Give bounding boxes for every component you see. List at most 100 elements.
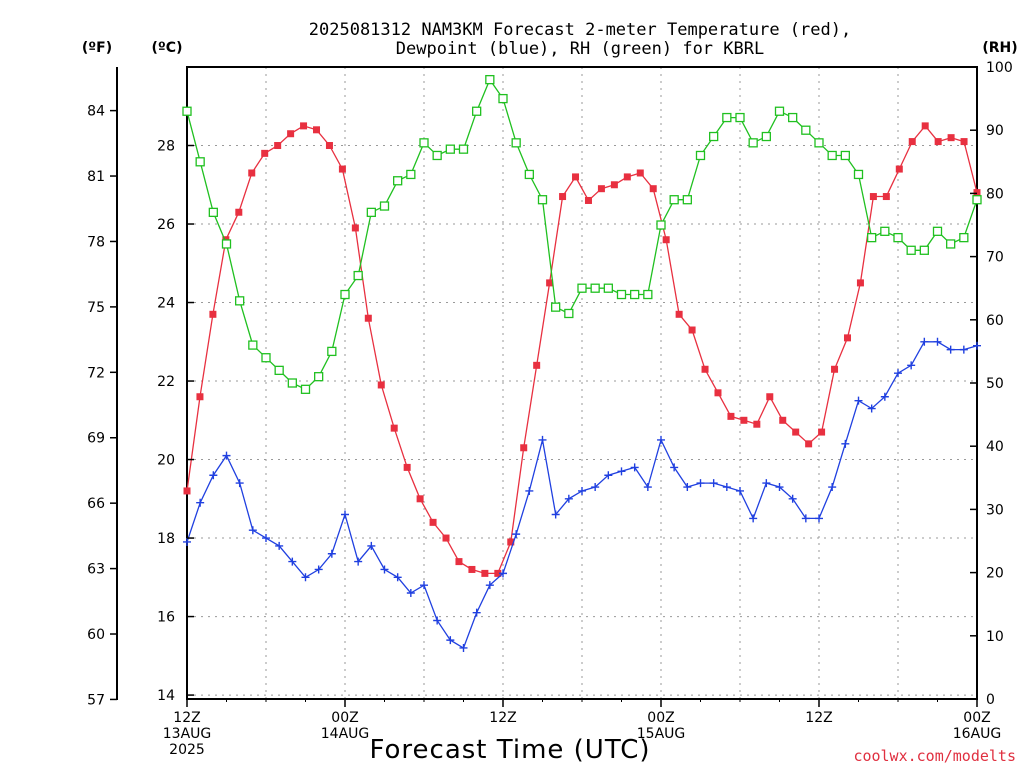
temperature-data-point bbox=[546, 279, 554, 287]
dewpoint-data-point bbox=[696, 479, 705, 488]
rh-data-point bbox=[511, 138, 521, 148]
dewpoint-data-point bbox=[801, 514, 810, 523]
temperature-data-point bbox=[869, 193, 877, 201]
rh-data-point bbox=[827, 150, 837, 161]
rh-data-point bbox=[498, 93, 508, 104]
dewpoint-data-point bbox=[551, 510, 560, 519]
temperature-data-point bbox=[805, 440, 813, 448]
temperature-data-point bbox=[584, 196, 592, 204]
x-tick-label: 12Z bbox=[489, 710, 516, 726]
rh-data-point bbox=[182, 106, 192, 116]
rh-data-point bbox=[366, 207, 376, 218]
dewpoint-data-point bbox=[670, 463, 679, 472]
dewpoint-data-point bbox=[946, 345, 955, 354]
x-tick-label: 2025 bbox=[169, 742, 205, 758]
temperature-data-point bbox=[364, 314, 372, 322]
temperature-data-point bbox=[507, 538, 515, 546]
dewpoint-data-point bbox=[933, 337, 942, 346]
rh-data-point bbox=[590, 283, 600, 293]
rh-data-point bbox=[630, 289, 640, 300]
dewpoint-data-point bbox=[749, 514, 758, 523]
temperature-data-point bbox=[261, 149, 269, 157]
rh-data-point bbox=[774, 106, 785, 116]
dewpoint-data-point bbox=[248, 526, 257, 535]
celsius-unit-label: (ºC) bbox=[152, 40, 183, 56]
rh-data-point bbox=[788, 112, 798, 123]
dewpoint-data-point bbox=[683, 483, 692, 492]
rh-tick-label: 40 bbox=[986, 439, 1004, 455]
temperature-data-point bbox=[779, 416, 787, 424]
rh-data-point bbox=[564, 308, 574, 319]
dewpoint-data-point bbox=[630, 463, 639, 472]
dewpoint-data-point bbox=[314, 565, 323, 574]
dewpoint-data-point bbox=[367, 541, 376, 550]
rh-data-point bbox=[261, 353, 271, 363]
temperature-data-point bbox=[934, 138, 942, 146]
rh-data-point bbox=[801, 125, 811, 135]
temperature-data-point bbox=[248, 169, 256, 177]
temperature-data-point bbox=[753, 420, 761, 428]
rh-data-point bbox=[656, 220, 666, 230]
temperature-data-point bbox=[740, 416, 748, 424]
temperature-data-point bbox=[468, 565, 476, 573]
x-tick-label: 12Z bbox=[173, 710, 200, 726]
rh-data-point bbox=[406, 169, 416, 180]
temperature-data-point bbox=[908, 138, 916, 146]
grid-layer bbox=[187, 67, 977, 699]
dewpoint-data-point bbox=[406, 589, 415, 598]
f-tick-label: 72 bbox=[87, 365, 105, 381]
rh-data-point bbox=[287, 378, 297, 388]
rh-data-point bbox=[919, 245, 929, 255]
rh-data-point bbox=[379, 201, 390, 211]
rh-tick-label: 10 bbox=[986, 629, 1004, 645]
rh-data-point bbox=[946, 239, 956, 249]
temperature-data-point bbox=[300, 122, 308, 130]
rh-data-point bbox=[722, 112, 732, 123]
temperature-data-point bbox=[921, 122, 929, 130]
dewpoint-data-point bbox=[433, 616, 442, 625]
rh-data-point bbox=[932, 226, 943, 236]
credit-text: coolwx.com/modelts bbox=[853, 747, 1016, 765]
temperature-data-point bbox=[675, 310, 683, 318]
temperature-data-point bbox=[287, 130, 295, 138]
rh-tick-label: 60 bbox=[986, 313, 1004, 329]
temperature-data-point bbox=[947, 134, 955, 142]
temperature-data-point bbox=[597, 185, 605, 193]
temperature-data-point bbox=[701, 365, 709, 373]
temperature-data-point bbox=[766, 393, 774, 401]
rh-data-point bbox=[300, 384, 311, 394]
rh-tick-label: 30 bbox=[986, 502, 1004, 518]
c-tick-label: 16 bbox=[157, 610, 175, 626]
rh-data-point bbox=[643, 289, 653, 300]
temperature-data-point bbox=[390, 424, 398, 432]
temperature-data-point bbox=[313, 126, 321, 134]
dewpoint-data-point bbox=[485, 581, 494, 590]
f-tick-label: 69 bbox=[87, 431, 105, 447]
dewpoint-data-point bbox=[907, 361, 916, 370]
temperature-data-point bbox=[636, 169, 644, 177]
dewpoint-data-point bbox=[459, 643, 468, 652]
rh-data-point bbox=[695, 150, 706, 161]
temperature-data-point bbox=[429, 518, 437, 526]
dewpoint-data-point bbox=[604, 471, 613, 480]
rh-data-point bbox=[577, 283, 587, 293]
rh-data-point bbox=[485, 74, 495, 85]
dewpoint-data-point bbox=[775, 483, 784, 492]
rh-data-point bbox=[235, 296, 245, 306]
temperature-data-point bbox=[338, 165, 346, 173]
f-tick-label: 60 bbox=[87, 627, 105, 643]
dewpoint-data-point bbox=[262, 534, 270, 543]
temperature-data-point bbox=[973, 189, 981, 197]
rh-data-point bbox=[195, 157, 205, 167]
c-tick-label: 22 bbox=[157, 374, 175, 390]
rh-data-point bbox=[616, 289, 627, 300]
temperature-data-point bbox=[623, 173, 631, 181]
rh-data-point bbox=[682, 195, 692, 205]
temperature-data-point bbox=[274, 142, 282, 150]
dewpoint-data-point bbox=[788, 494, 797, 503]
rh-data-point bbox=[748, 138, 758, 148]
x-tick-label: 13AUG bbox=[163, 726, 212, 742]
temperature-data-point bbox=[792, 428, 800, 436]
temperature-data-point bbox=[662, 236, 670, 244]
rh-data-point bbox=[208, 207, 218, 218]
